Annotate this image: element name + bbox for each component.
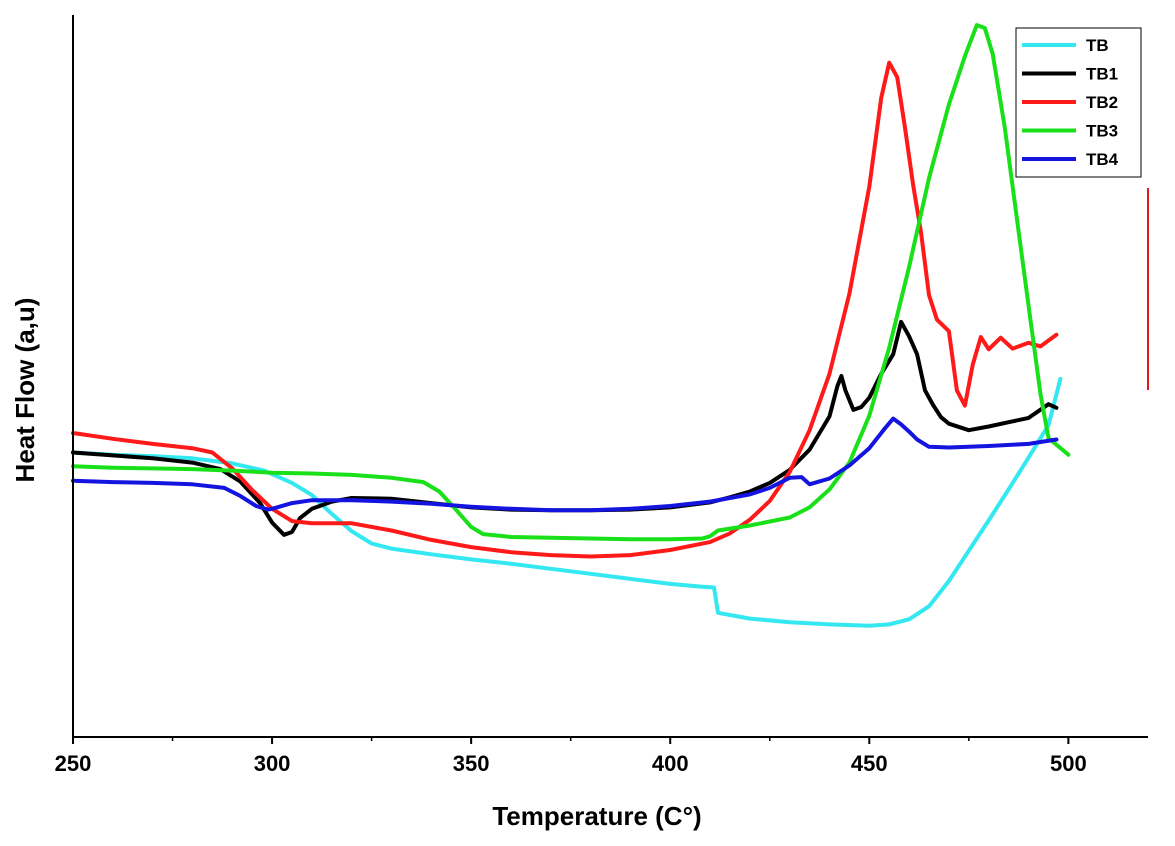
x-axis-title: Temperature (C°) [492,801,701,831]
legend-label-tb3: TB3 [1086,122,1118,141]
legend-label-tb: TB [1086,36,1109,55]
series-layer [71,23,1071,628]
x-tick-label: 400 [652,751,689,776]
x-tick-label: 300 [254,751,291,776]
legend-label-tb4: TB4 [1086,150,1119,169]
legend-label-tb1: TB1 [1086,65,1118,84]
x-ticks: 250 300 350 400 450 500 [55,737,1087,776]
series-line-tb1 [71,319,1059,537]
legend: TB TB1 TB2 TB3 TB4 [1015,27,1142,178]
series-line-tb3 [71,23,1071,542]
y-axis-title: Heat Flow (a,u) [10,298,40,483]
x-tick-label: 250 [55,751,92,776]
series-line-tb4 [71,416,1059,513]
x-tick-label: 450 [851,751,888,776]
legend-items: TB TB1 TB2 TB3 TB4 [1022,36,1119,169]
series-line-tb2 [71,60,1059,559]
legend-label-tb2: TB2 [1086,93,1118,112]
x-tick-label: 350 [453,751,490,776]
series-line-tb [71,376,1063,628]
axes-layer: 250 300 350 400 450 500 Temperature (C°) Heat… [10,15,1149,831]
x-tick-label: 500 [1050,751,1087,776]
